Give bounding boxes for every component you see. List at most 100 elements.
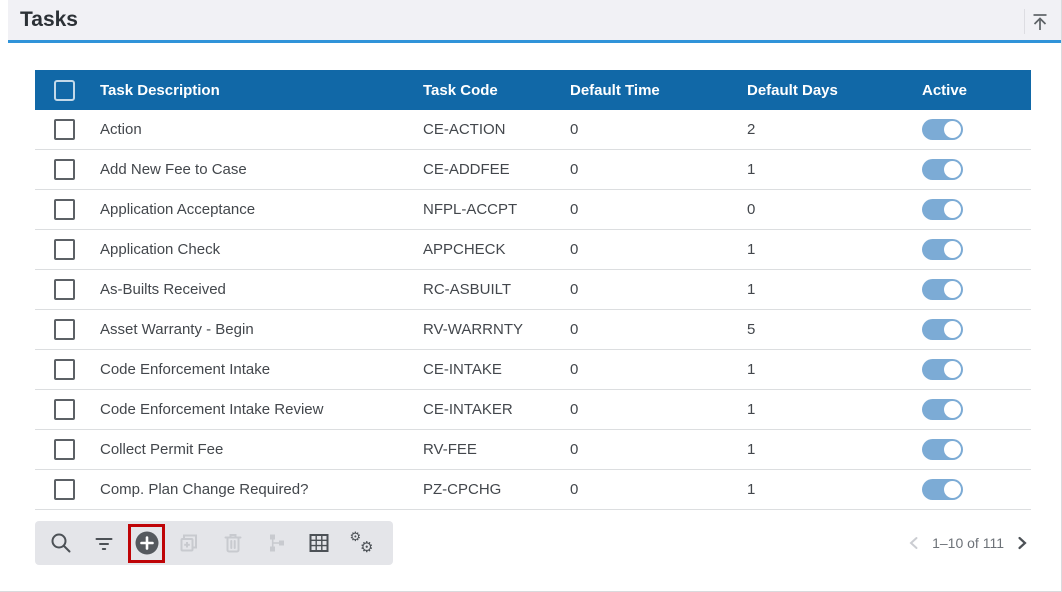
- active-toggle[interactable]: [922, 239, 963, 260]
- table-row[interactable]: Comp. Plan Change Required? PZ-CPCHG 0 1: [35, 470, 1031, 510]
- gears-glyph: ⚙ ⚙: [349, 530, 374, 556]
- row-checkbox[interactable]: [54, 279, 75, 300]
- duplicate-icon[interactable]: [168, 521, 211, 565]
- row-checkbox[interactable]: [54, 439, 75, 460]
- default-days-cell: 1: [747, 401, 756, 418]
- pagination-range-label: 1–10 of 111: [932, 535, 1004, 551]
- table-row[interactable]: Code Enforcement Intake CE-INTAKE 0 1: [35, 350, 1031, 390]
- row-checkbox[interactable]: [54, 119, 75, 140]
- row-checkbox[interactable]: [54, 199, 75, 220]
- row-checkbox[interactable]: [54, 399, 75, 420]
- settings-icon[interactable]: ⚙ ⚙: [340, 521, 383, 565]
- column-header-default-time[interactable]: Default Time: [570, 81, 660, 99]
- task-code-cell: CE-ACTION: [423, 121, 506, 138]
- table-row[interactable]: Asset Warranty - Begin RV-WARRNTY 0 5: [35, 310, 1031, 350]
- default-days-cell: 1: [747, 241, 756, 258]
- pagination: 1–10 of 111: [906, 521, 1030, 565]
- task-code-cell: CE-INTAKE: [423, 361, 502, 378]
- page-title: Tasks: [20, 8, 78, 31]
- table-row[interactable]: Collect Permit Fee RV-FEE 0 1: [35, 430, 1031, 470]
- table-row[interactable]: Code Enforcement Intake Review CE-INTAKE…: [35, 390, 1031, 430]
- task-description-cell: Code Enforcement Intake: [100, 361, 271, 378]
- toggle-knob: [944, 201, 961, 218]
- task-code-cell: NFPL-ACCPT: [423, 201, 518, 218]
- table-row[interactable]: Add New Fee to Case CE-ADDFEE 0 1: [35, 150, 1031, 190]
- toggle-knob: [944, 321, 961, 338]
- filter-icon[interactable]: [82, 521, 125, 565]
- column-header-active[interactable]: Active: [922, 81, 968, 99]
- column-header-task-description[interactable]: Task Description: [100, 81, 220, 99]
- task-description-cell: Action: [100, 121, 142, 138]
- table-body: Action CE-ACTION 0 2 Add New Fee to Case…: [35, 110, 1031, 510]
- task-description-cell: Add New Fee to Case: [100, 161, 247, 178]
- default-days-cell: 1: [747, 161, 756, 178]
- page-header: Tasks: [8, 0, 1061, 43]
- default-days-cell: 0: [747, 201, 756, 218]
- toggle-knob: [944, 361, 961, 378]
- task-code-cell: CE-INTAKER: [423, 401, 513, 418]
- default-time-cell: 0: [570, 161, 579, 178]
- delete-icon[interactable]: [211, 521, 254, 565]
- task-code-cell: CE-ADDFEE: [423, 161, 510, 178]
- task-description-cell: Collect Permit Fee: [100, 441, 224, 458]
- toggle-knob: [944, 481, 961, 498]
- active-toggle[interactable]: [922, 279, 963, 300]
- task-code-cell: RV-WARRNTY: [423, 321, 524, 338]
- row-checkbox[interactable]: [54, 159, 75, 180]
- row-checkbox[interactable]: [54, 239, 75, 260]
- collapse-up-icon[interactable]: [1027, 9, 1053, 35]
- table-row[interactable]: Action CE-ACTION 0 2: [35, 110, 1031, 150]
- active-toggle[interactable]: [922, 119, 963, 140]
- assign-icon[interactable]: [254, 521, 297, 565]
- default-days-cell: 1: [747, 281, 756, 298]
- default-days-cell: 1: [747, 441, 756, 458]
- active-toggle[interactable]: [922, 399, 963, 420]
- default-time-cell: 0: [570, 281, 579, 298]
- table-row[interactable]: As-Builts Received RC-ASBUILT 0 1: [35, 270, 1031, 310]
- task-code-cell: RC-ASBUILT: [423, 281, 512, 298]
- column-header-task-code[interactable]: Task Code: [423, 81, 498, 99]
- active-toggle[interactable]: [922, 159, 963, 180]
- row-checkbox[interactable]: [54, 319, 75, 340]
- select-all-checkbox[interactable]: [54, 79, 75, 101]
- task-description-cell: Comp. Plan Change Required?: [100, 481, 309, 498]
- add-icon[interactable]: [125, 521, 168, 565]
- active-toggle[interactable]: [922, 319, 963, 340]
- active-toggle[interactable]: [922, 359, 963, 380]
- toggle-knob: [944, 121, 961, 138]
- default-time-cell: 0: [570, 361, 579, 378]
- table-header-row: Task Description Task Code Default Time …: [35, 70, 1031, 110]
- default-time-cell: 0: [570, 481, 579, 498]
- task-description-cell: Application Acceptance: [100, 201, 256, 218]
- default-days-cell: 1: [747, 481, 756, 498]
- toggle-knob: [944, 241, 961, 258]
- next-page-icon[interactable]: [1014, 535, 1030, 551]
- default-time-cell: 0: [570, 321, 579, 338]
- task-code-cell: APPCHECK: [423, 241, 506, 258]
- toggle-knob: [944, 161, 961, 178]
- tasks-table: Task Description Task Code Default Time …: [35, 70, 1031, 510]
- grid-view-icon[interactable]: [297, 521, 340, 565]
- task-description-cell: Application Check: [100, 241, 221, 258]
- active-toggle[interactable]: [922, 479, 963, 500]
- previous-page-icon[interactable]: [906, 535, 922, 551]
- table-row[interactable]: Application Check APPCHECK 0 1: [35, 230, 1031, 270]
- table-toolbar: ⚙ ⚙: [35, 521, 393, 565]
- task-description-cell: As-Builts Received: [100, 281, 226, 298]
- default-time-cell: 0: [570, 401, 579, 418]
- default-time-cell: 0: [570, 121, 579, 138]
- add-button-highlight: [128, 523, 165, 563]
- column-header-default-days[interactable]: Default Days: [747, 81, 838, 99]
- row-checkbox[interactable]: [54, 359, 75, 380]
- default-days-cell: 1: [747, 361, 756, 378]
- active-toggle[interactable]: [922, 439, 963, 460]
- header-divider: [1024, 9, 1025, 34]
- task-description-cell: Asset Warranty - Begin: [100, 321, 254, 338]
- default-days-cell: 5: [747, 321, 756, 338]
- active-toggle[interactable]: [922, 199, 963, 220]
- task-code-cell: PZ-CPCHG: [423, 481, 502, 498]
- toggle-knob: [944, 281, 961, 298]
- table-row[interactable]: Application Acceptance NFPL-ACCPT 0 0: [35, 190, 1031, 230]
- search-icon[interactable]: [39, 521, 82, 565]
- row-checkbox[interactable]: [54, 479, 75, 500]
